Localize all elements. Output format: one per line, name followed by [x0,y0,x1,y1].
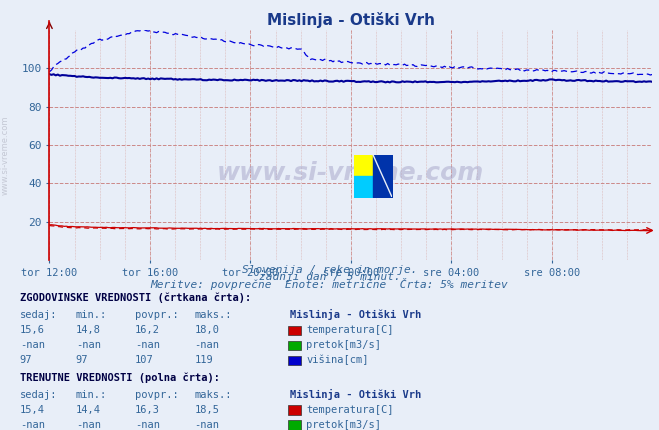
Text: min.:: min.: [76,390,107,400]
Text: sedaj:: sedaj: [20,310,57,320]
Text: min.:: min.: [76,310,107,320]
Text: temperatura[C]: temperatura[C] [306,405,394,415]
Text: 16,3: 16,3 [135,405,160,415]
Text: povpr.:: povpr.: [135,390,179,400]
Text: povpr.:: povpr.: [135,310,179,320]
Text: 119: 119 [194,355,213,366]
Text: -nan: -nan [76,340,101,350]
Title: Mislinja - Otiški Vrh: Mislinja - Otiški Vrh [267,12,435,28]
Text: Meritve: povprečne  Enote: metrične  Črta: 5% meritev: Meritve: povprečne Enote: metrične Črta:… [151,278,508,290]
Text: 107: 107 [135,355,154,366]
Text: 18,5: 18,5 [194,405,219,415]
Text: 97: 97 [20,355,32,366]
Text: pretok[m3/s]: pretok[m3/s] [306,340,382,350]
Text: -nan: -nan [76,420,101,430]
Text: www.si-vreme.com: www.si-vreme.com [1,115,10,194]
Text: temperatura[C]: temperatura[C] [306,325,394,335]
Text: zadnji dan / 5 minut.: zadnji dan / 5 minut. [258,272,401,283]
Text: pretok[m3/s]: pretok[m3/s] [306,420,382,430]
Text: 15,6: 15,6 [20,325,45,335]
Text: -nan: -nan [20,420,45,430]
Text: -nan: -nan [135,340,160,350]
Text: 15,4: 15,4 [20,405,45,415]
Text: TRENUTNE VREDNOSTI (polna črta):: TRENUTNE VREDNOSTI (polna črta): [20,372,219,383]
Text: Mislinja - Otiški Vrh: Mislinja - Otiški Vrh [290,389,421,400]
Text: 18,0: 18,0 [194,325,219,335]
Text: 14,8: 14,8 [76,325,101,335]
Text: 14,4: 14,4 [76,405,101,415]
Text: Mislinja - Otiški Vrh: Mislinja - Otiški Vrh [290,309,421,320]
Text: www.si-vreme.com: www.si-vreme.com [217,161,484,185]
Text: višina[cm]: višina[cm] [306,355,369,366]
Text: ZGODOVINSKE VREDNOSTI (črtkana črta):: ZGODOVINSKE VREDNOSTI (črtkana črta): [20,292,251,303]
Text: -nan: -nan [20,340,45,350]
Text: -nan: -nan [194,340,219,350]
Text: 16,2: 16,2 [135,325,160,335]
Text: -nan: -nan [135,420,160,430]
Text: maks.:: maks.: [194,390,232,400]
Text: sedaj:: sedaj: [20,390,57,400]
Text: 97: 97 [76,355,88,366]
Text: maks.:: maks.: [194,310,232,320]
Text: Slovenija / reke in morje.: Slovenija / reke in morje. [242,265,417,275]
Text: -nan: -nan [194,420,219,430]
